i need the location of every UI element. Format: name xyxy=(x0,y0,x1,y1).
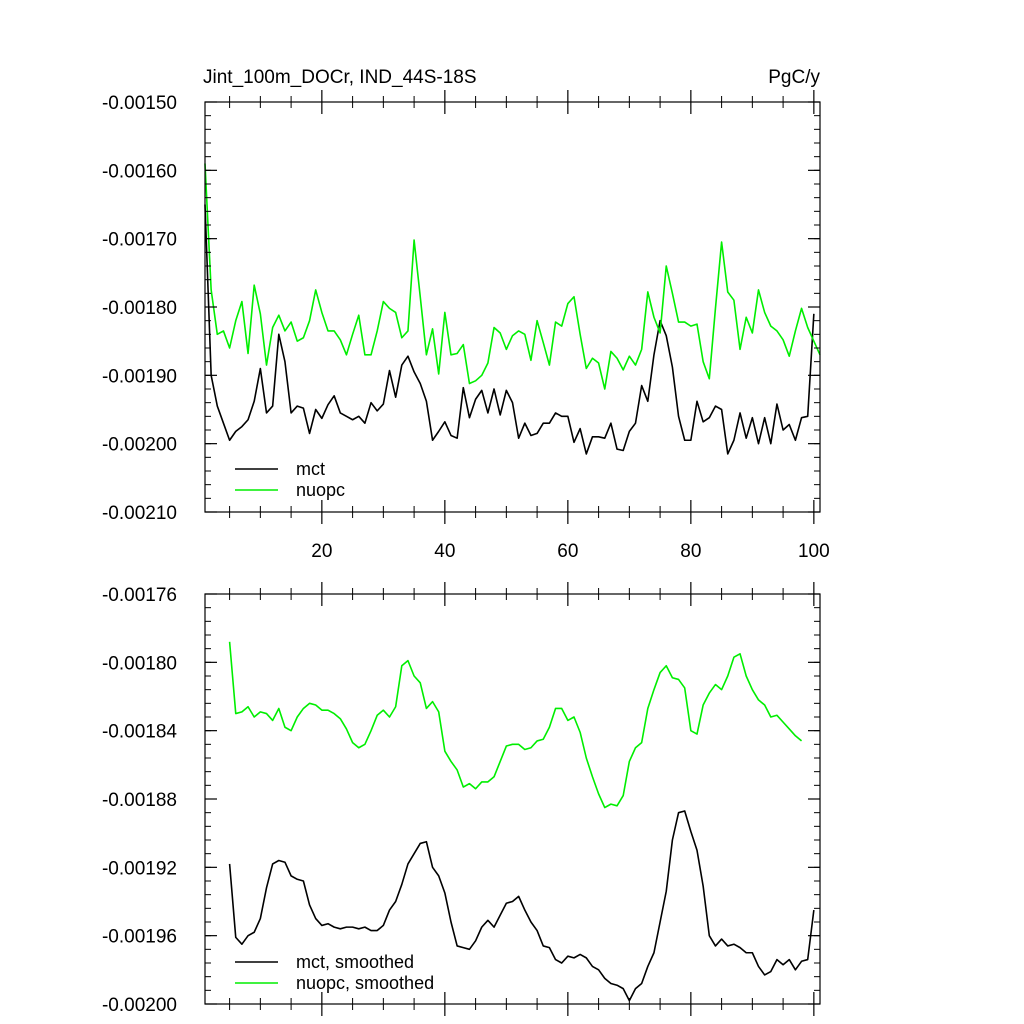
y-tick-label: -0.00200 xyxy=(102,995,177,1016)
series-line-mct-smoothed xyxy=(228,810,815,1002)
y-tick-label: -0.00192 xyxy=(102,858,177,879)
top-panel: -0.00150 -0.00160 -0.00170 -0.00180 -0.00190… xyxy=(102,90,830,562)
series-line-nuopc-smoothed xyxy=(228,641,803,809)
y-tick-label: -0.00160 xyxy=(102,161,177,182)
y-tick-label: -0.00188 xyxy=(102,790,177,811)
y-tick-label: -0.00190 xyxy=(102,366,177,387)
y-tick-label: -0.00180 xyxy=(102,298,177,319)
series-line-mct xyxy=(204,204,815,455)
y-tick-label: -0.00170 xyxy=(102,230,177,251)
x-tick-label: 100 xyxy=(798,541,830,562)
chart-title: Jint_100m_DOCr, IND_44S-18S xyxy=(203,67,477,88)
y-tick-label: -0.00200 xyxy=(102,435,177,456)
y-tick-label: -0.00196 xyxy=(102,927,177,948)
x-tick-label: 60 xyxy=(557,541,578,562)
y-tick-label: -0.00184 xyxy=(102,722,177,743)
legend-label: mct, smoothed xyxy=(296,952,414,972)
bottom-panel: -0.00176 -0.00180 -0.00184 -0.00188 -0.00192… xyxy=(102,582,821,1016)
series-line-nuopc xyxy=(204,163,821,390)
legend-label: nuopc xyxy=(296,480,345,500)
x-tick-label: 40 xyxy=(434,541,455,562)
y-tick-label: -0.00210 xyxy=(102,503,177,524)
legend-label: mct xyxy=(296,459,325,479)
units-label: PgC/y xyxy=(768,67,820,88)
x-tick-label: 20 xyxy=(311,541,332,562)
x-tick-label: 80 xyxy=(680,541,701,562)
legend-label: nuopc, smoothed xyxy=(296,973,434,993)
y-tick-label: -0.00180 xyxy=(102,653,177,674)
y-tick-label: -0.00176 xyxy=(102,585,177,606)
y-tick-label: -0.00150 xyxy=(102,93,177,114)
